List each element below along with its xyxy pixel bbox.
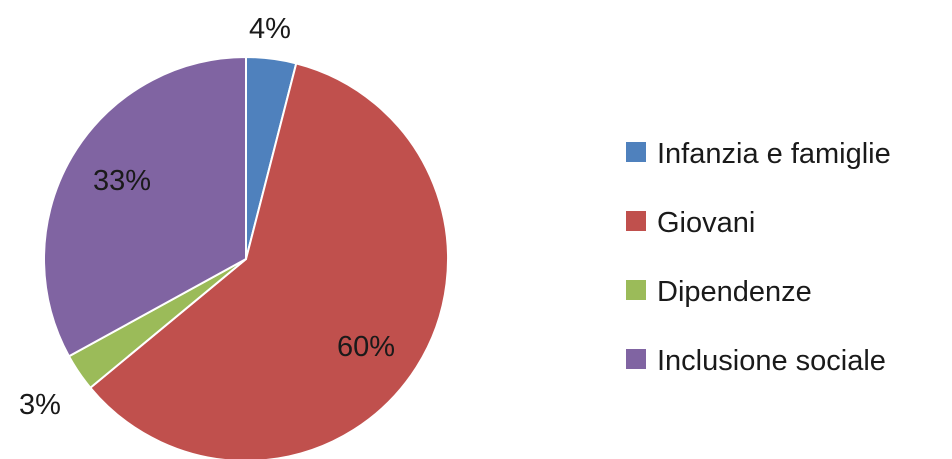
legend-swatch-infanzia-e-famiglie <box>626 142 646 162</box>
data-label-infanzia-e-famiglie: 4% <box>249 13 291 45</box>
legend-swatch-dipendenze <box>626 280 646 300</box>
data-labels: 4% 60% 3% 33% <box>19 13 395 421</box>
legend-label-giovani: Giovani <box>657 207 755 239</box>
legend-label-infanzia-e-famiglie: Infanzia e famiglie <box>657 138 891 170</box>
legend-label-inclusione-sociale: Inclusione sociale <box>657 345 886 377</box>
legend-swatch-inclusione-sociale <box>626 349 646 369</box>
pie-slice-inclusione-sociale <box>43 55 247 358</box>
data-label-dipendenze: 3% <box>19 389 61 421</box>
pie-slices <box>43 55 449 459</box>
data-label-inclusione-sociale: 33% <box>93 165 151 197</box>
legend-swatch-giovani <box>626 211 646 231</box>
legend: Infanzia e famiglie Giovani Dipendenze Incl… <box>626 138 891 377</box>
pie-slice-giovani <box>88 62 449 459</box>
legend-label-dipendenze: Dipendenze <box>657 276 812 308</box>
data-label-giovani: 60% <box>337 331 395 363</box>
